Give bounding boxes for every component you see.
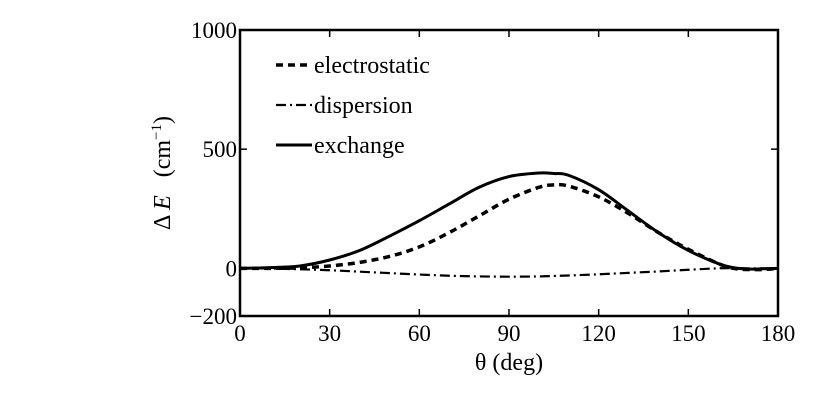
x-tick-label-30: 30 <box>318 321 341 346</box>
series-line-dispersion <box>239 266 778 278</box>
y-axis-label-prefix: Δ <box>150 210 176 230</box>
x-tick-label-60: 60 <box>408 321 431 346</box>
series-line-electrostatic <box>239 182 779 272</box>
y-axis-label: Δ E (cm−1) <box>149 116 176 230</box>
x-tick-label-150: 150 <box>671 321 706 346</box>
series-line-exchange <box>239 171 779 271</box>
x-tick-label-180: 180 <box>761 321 796 346</box>
y-axis-label-close: ) <box>150 116 176 124</box>
y-tick-label-0: 0 <box>226 256 238 281</box>
y-tick-label--200: −200 <box>190 304 237 329</box>
legend-label-dispersion: dispersion <box>314 93 413 119</box>
y-tick-label-1000: 1000 <box>191 18 237 43</box>
x-tick-label-90: 90 <box>498 321 521 346</box>
x-tick-label-120: 120 <box>581 321 616 346</box>
x-axis-label: θ (deg) <box>475 350 543 376</box>
series-layer <box>239 171 779 278</box>
y-axis-label-symbol: E <box>150 195 176 211</box>
y-axis-label-unit: (cm <box>150 140 176 196</box>
y-axis-label-superscript: −1 <box>149 124 165 140</box>
x-tick-label-0: 0 <box>234 321 246 346</box>
legend-label-exchange: exchange <box>314 133 405 159</box>
legend-label-electrostatic: electrostatic <box>314 53 430 79</box>
y-tick-label-500: 500 <box>203 137 238 162</box>
legend: electrostatic dispersion exchange <box>276 53 430 159</box>
